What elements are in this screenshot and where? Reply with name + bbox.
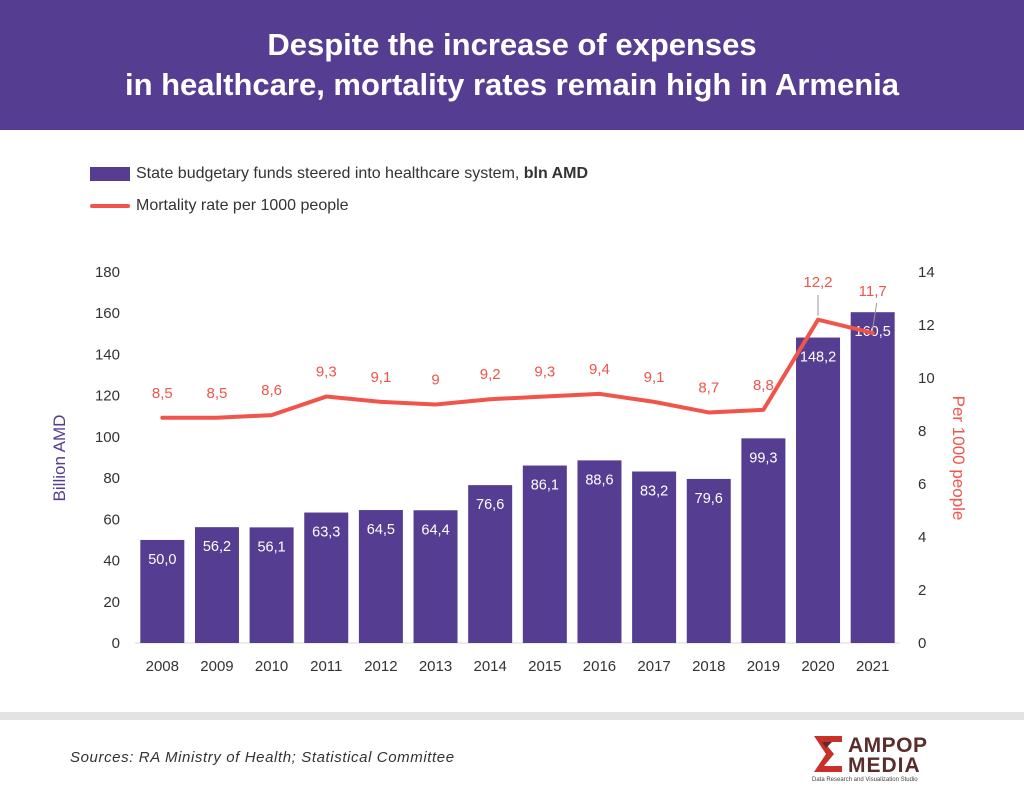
x-tick-label: 2019 — [747, 658, 780, 675]
y-tick-label: 60 — [103, 511, 120, 528]
y-tick-label: 180 — [95, 264, 120, 281]
bar — [632, 471, 677, 643]
legend-bar-text: State budgetary funds steered into healt… — [136, 165, 524, 182]
bar — [140, 539, 185, 643]
bar-value-label: 99,3 — [749, 450, 777, 466]
bar — [741, 438, 786, 643]
bar — [796, 337, 841, 643]
legend-bar-label: State budgetary funds steered into healt… — [136, 165, 588, 183]
bar — [468, 485, 513, 643]
x-tick-label: 2014 — [473, 658, 506, 675]
line-value-label: 9,3 — [534, 364, 555, 381]
line-value-label: 8,6 — [261, 382, 282, 399]
bar-value-label: 64,5 — [367, 522, 395, 538]
x-tick-label: 2018 — [692, 658, 725, 675]
logo-mark-icon — [814, 736, 842, 772]
x-tick-label: 2009 — [200, 658, 233, 675]
bar — [249, 527, 294, 643]
bar-value-label: 86,1 — [531, 478, 559, 494]
y2-tick-label: 14 — [918, 264, 935, 281]
logo-word-media: MEDIA — [848, 754, 921, 777]
legend-line-swatch — [90, 204, 130, 208]
legend-bar-unit: bln AMD — [523, 165, 589, 182]
header-banner: Despite the increase of expenses in heal… — [0, 0, 1024, 130]
x-tick-label: 2015 — [528, 658, 561, 675]
x-tick-label: 2021 — [856, 658, 889, 675]
y2-tick-label: 0 — [918, 635, 926, 652]
y-axis-title: Billion AMD — [50, 415, 69, 502]
line-value-label: 9,3 — [316, 364, 337, 381]
bar — [304, 512, 349, 643]
leader-line — [872, 302, 878, 330]
bar-value-label: 83,2 — [640, 484, 668, 500]
combo-chart: 0 20 40 60 80 100 120 140 160 180 0 2 4 6 8 10 12 14 Billi… — [50, 264, 968, 675]
line-value-label: 8,8 — [753, 377, 774, 394]
x-tick-label: 2013 — [419, 658, 452, 675]
bar — [522, 465, 567, 643]
y-tick-label: 0 — [112, 635, 120, 652]
legend-bar-swatch — [90, 167, 130, 181]
bar — [358, 510, 403, 643]
bar-value-label: 88,6 — [585, 472, 613, 488]
bar-value-label: 50,0 — [148, 552, 176, 568]
bar-value-label: 64,4 — [421, 522, 449, 538]
bar-value-label: 56,1 — [257, 539, 285, 555]
bar — [413, 510, 458, 643]
legend-line-label: Mortality rate per 1000 people — [136, 197, 349, 214]
y2-tick-label: 6 — [918, 476, 926, 493]
bar-value-label: 76,6 — [476, 497, 504, 513]
legend-item-line: Mortality rate per 1000 people — [90, 190, 588, 222]
line-value-label: 9,1 — [370, 369, 391, 386]
chart-legend: State budgetary funds steered into healt… — [90, 158, 588, 222]
page-title: Despite the increase of expenses in heal… — [124, 27, 900, 102]
y-tick-label: 80 — [103, 470, 120, 487]
line-value-label: 8,5 — [152, 385, 173, 402]
line-value-label: 9,1 — [644, 369, 665, 386]
logo-word-ampop: AMPOP — [848, 734, 928, 757]
bar-value-label: 56,2 — [203, 539, 231, 555]
y2-tick-label: 8 — [918, 423, 926, 440]
line-value-label: 9,2 — [480, 366, 501, 383]
bar-value-label: 79,6 — [695, 491, 723, 507]
y2-axis-title: Per 1000 people — [949, 396, 968, 521]
logo-tagline: Data Research and Visualization Studio — [812, 777, 918, 783]
bar — [850, 312, 895, 643]
source-note: Sources: RA Ministry of Health; Statisti… — [70, 749, 455, 766]
x-tick-label: 2010 — [255, 658, 288, 675]
y-tick-label: 160 — [95, 305, 120, 322]
footer-divider — [0, 712, 1024, 720]
line-value-label: 8,5 — [207, 385, 228, 402]
y-tick-label: 120 — [95, 388, 120, 405]
y-tick-label: 40 — [103, 553, 120, 570]
y-tick-label: 20 — [103, 594, 120, 611]
bar-value-label: 63,3 — [312, 525, 340, 541]
line-value-label: 9,4 — [589, 361, 610, 378]
x-tick-label: 2016 — [583, 658, 616, 675]
x-tick-label: 2008 — [146, 658, 179, 675]
ampop-media-logo: AMPOP MEDIA Data Research and Visualizat… — [812, 734, 962, 786]
x-tick-label: 2012 — [364, 658, 397, 675]
y-tick-label: 100 — [95, 429, 120, 446]
y2-tick-label: 4 — [918, 529, 926, 546]
x-tick-label: 2017 — [637, 658, 670, 675]
mortality-line — [160, 317, 875, 420]
line-value-label: 8,7 — [698, 379, 719, 396]
y2-tick-label: 2 — [918, 582, 926, 599]
bar — [686, 478, 731, 643]
x-tick-label: 2011 — [310, 658, 342, 675]
y-tick-label: 140 — [95, 346, 120, 363]
bar-value-label: 148,2 — [800, 350, 836, 366]
legend-item-bars: State budgetary funds steered into healt… — [90, 158, 588, 190]
line-value-label: 9 — [431, 372, 439, 389]
y2-tick-label: 10 — [918, 370, 935, 387]
bar — [194, 527, 239, 643]
bar — [577, 460, 622, 643]
x-tick-label: 2020 — [801, 658, 834, 675]
y2-tick-label: 12 — [918, 317, 935, 334]
line-value-label: 11,7 — [859, 283, 887, 300]
line-value-label: 12,2 — [803, 274, 832, 291]
